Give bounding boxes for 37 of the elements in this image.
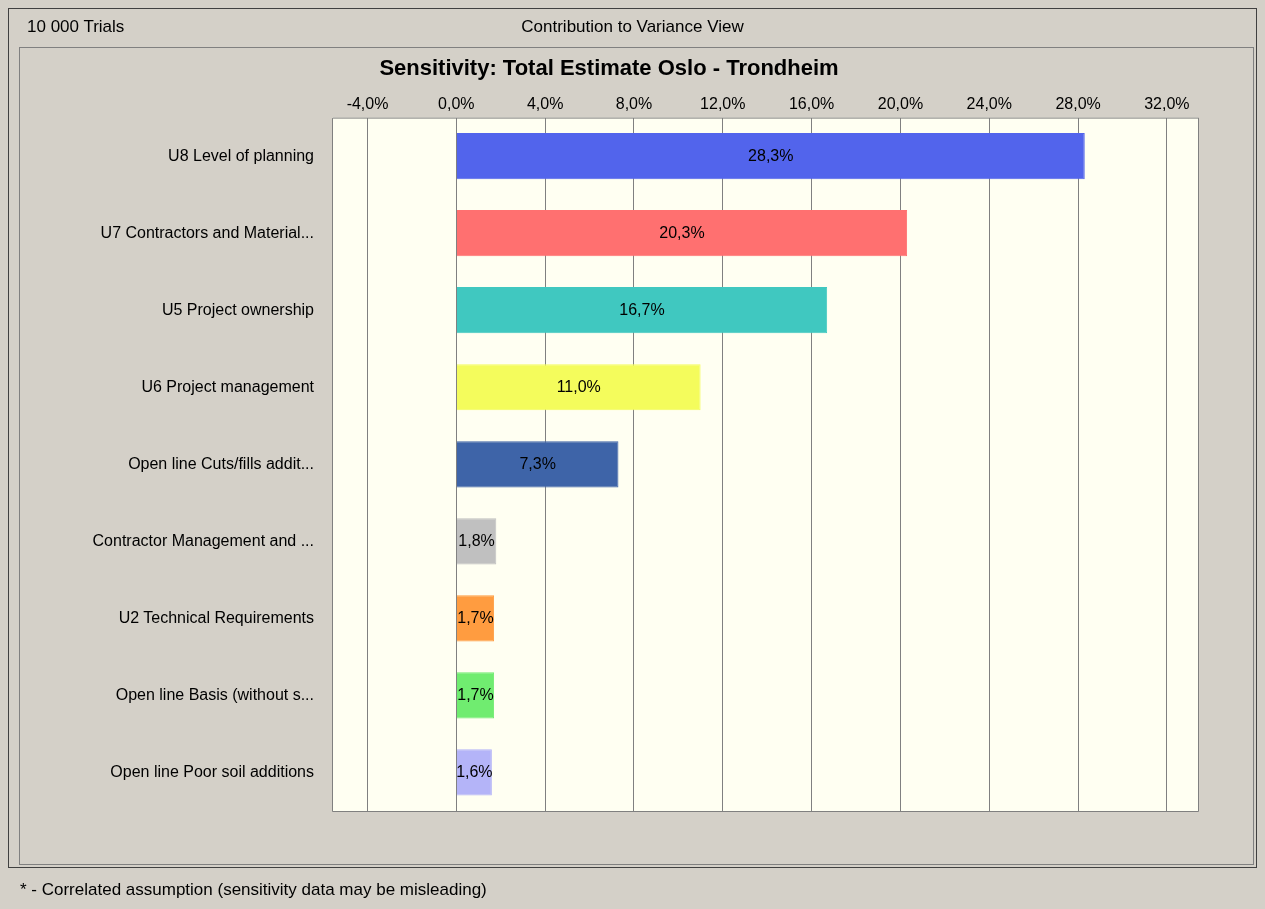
- x-tick-label: 4,0%: [526, 95, 564, 113]
- x-tick-label: 16,0%: [788, 95, 835, 113]
- x-tick-label: 12,0%: [700, 95, 746, 113]
- data-label: 1,7%: [457, 685, 494, 703]
- data-label: 1,7%: [457, 608, 494, 626]
- bar: [456, 441, 619, 488]
- x-tick-label: 32,0%: [1144, 95, 1190, 113]
- text: * - Correlated assumption (sensitivity data may be misleading): [20, 880, 487, 899]
- data-label: 11,0%: [556, 377, 601, 395]
- bar: [456, 210, 908, 257]
- text: 10 000 Trials: [27, 17, 125, 37]
- y-tick-label: Open line Cuts/fills addit...: [128, 454, 314, 472]
- data-label: 20,3%: [659, 223, 705, 241]
- bar: [456, 364, 701, 411]
- x-tick-label: 8,0%: [615, 95, 653, 113]
- data-label: 16,7%: [619, 300, 665, 318]
- chart-subtitle: Contribution to Variance View: [521, 17, 744, 36]
- x-tick-label: 0,0%: [438, 95, 475, 113]
- x-tick-label: -4,0%: [346, 95, 389, 113]
- y-tick-label: U5 Project ownership: [161, 300, 315, 318]
- y-tick-label: Open line Basis (without s...: [115, 685, 314, 703]
- bar: [456, 287, 828, 334]
- y-tick-label: U7 Contractors and Material...: [100, 223, 314, 241]
- data-label: 7,3%: [519, 454, 556, 472]
- x-tick-label: 20,0%: [877, 95, 924, 113]
- chart-title: Sensitivity: Total Estimate Oslo - Trondheim: [379, 55, 839, 81]
- y-tick-label: U8 Level of planning: [168, 146, 314, 164]
- x-tick-label: 28,0%: [1055, 95, 1101, 113]
- y-tick-label: Open line Poor soil additions: [110, 762, 314, 780]
- y-tick-label: U6 Project management: [141, 377, 315, 395]
- x-tick-label: 24,0%: [966, 95, 1012, 113]
- bar: [456, 133, 1085, 180]
- data-label: 1,8%: [458, 531, 495, 549]
- y-tick-label: U2 Technical Requirements: [118, 608, 314, 626]
- data-label: 1,6%: [456, 762, 493, 780]
- y-tick-label: Contractor Management and ...: [92, 531, 314, 549]
- data-label: 28,3%: [748, 146, 794, 164]
